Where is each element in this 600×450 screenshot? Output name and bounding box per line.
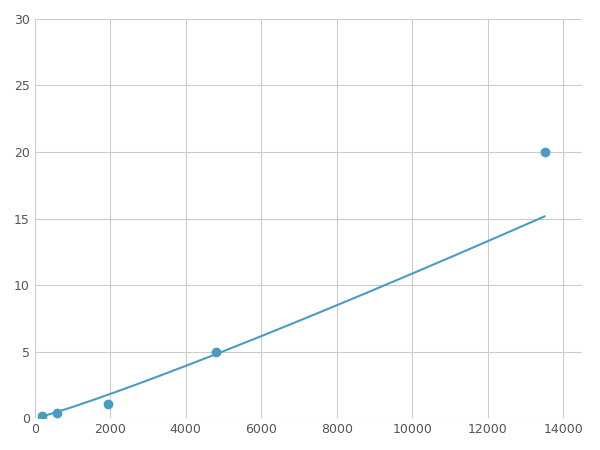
Point bbox=[211, 348, 221, 356]
Point bbox=[540, 148, 550, 156]
Point bbox=[37, 412, 47, 419]
Point bbox=[103, 400, 113, 407]
Point bbox=[52, 410, 62, 417]
